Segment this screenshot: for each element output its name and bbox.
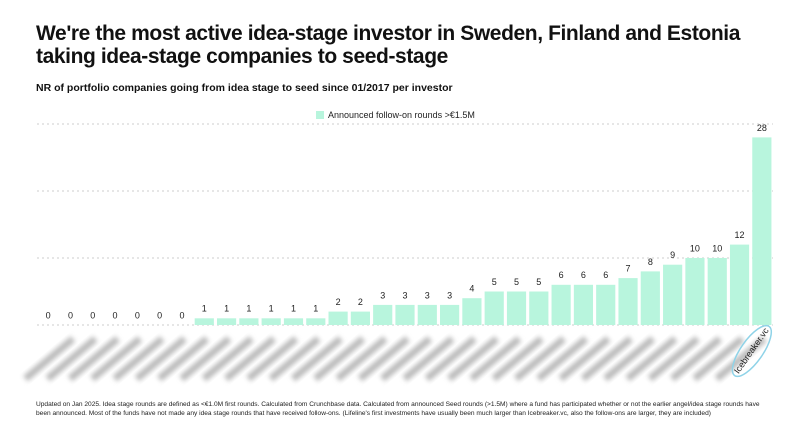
value-label: 1 [313,304,318,314]
blurred-label [536,336,589,382]
value-label: 2 [358,297,363,307]
chart-subtitle: NR of portfolio companies going from ide… [36,82,453,94]
bar [729,244,750,325]
bar [283,318,304,325]
bar [395,304,415,325]
blurred-label [246,336,299,382]
blurred-label [90,336,143,382]
blurred-label [268,336,321,382]
value-label: 0 [90,310,95,320]
blurred-label [67,336,120,382]
blurred-label [335,336,388,382]
bar [350,311,370,325]
blurred-label [446,336,499,382]
value-label: 3 [447,290,452,300]
value-label: 5 [514,277,519,287]
value-label: 1 [269,304,274,314]
bar [529,291,549,325]
value-label: 10 [712,243,722,253]
bar [216,318,237,325]
chart: Announced follow-on rounds >€1.5M 0 0 0 0 0 0 0… [23,110,773,382]
blurred-label [491,336,544,382]
legend-label: Announced follow-on rounds >€1.5M [328,110,475,120]
blurred-label [290,336,343,382]
bar [328,311,348,325]
blurred-label [357,336,410,382]
blurred-label [157,336,210,382]
footnote: Updated on Jan 2025. Idea stage rounds a… [36,401,760,417]
blurred-label [513,336,566,382]
bar [551,284,571,325]
value-label: 0 [157,310,162,320]
value-label: 7 [626,263,631,273]
bar [573,284,594,325]
blurred-label [112,336,165,382]
bar [707,258,727,325]
blurred-label [670,336,723,382]
blurred-label [313,336,366,382]
bar [506,291,527,325]
value-label: 28 [757,123,767,133]
value-label: 5 [492,277,497,287]
bar [417,304,437,325]
bar [596,284,616,325]
value-label: 1 [246,304,251,314]
value-label: 3 [402,290,407,300]
value-label: 8 [648,257,653,267]
blurred-label [23,336,76,382]
blurred-label [580,336,633,382]
blurred-label [380,336,433,382]
bar [194,318,214,325]
blurred-label [603,336,656,382]
bar [440,304,460,325]
value-label: 0 [113,310,118,320]
bar [685,258,705,325]
bar [752,137,772,325]
bar [484,291,504,325]
bar [239,318,259,325]
value-label: 4 [469,284,474,294]
blurred-label [223,336,276,382]
value-label: 3 [425,290,430,300]
bar [373,304,393,325]
value-label: 6 [603,270,608,280]
bar [306,318,326,325]
value-label: 1 [291,304,296,314]
value-label: 0 [68,310,73,320]
legend-swatch [316,111,324,119]
value-label: 0 [179,310,184,320]
blurred-label [45,336,98,382]
value-label: 1 [202,304,207,314]
value-label: 0 [46,310,51,320]
value-label: 9 [670,250,675,260]
bar [261,318,281,325]
blurred-label [625,336,678,382]
chart-title: We're the most active idea-stage investo… [36,22,740,68]
blurred-label [402,336,455,382]
blurred-label [134,336,187,382]
value-label: 0 [135,310,140,320]
bar [640,271,660,325]
value-label: 3 [380,290,385,300]
value-label: 1 [224,304,229,314]
value-label: 6 [581,270,586,280]
bar [618,278,638,325]
blurred-label [714,336,767,382]
blurred-label [201,336,254,382]
value-label: 5 [536,277,541,287]
value-label: 12 [735,230,745,240]
blurred-label [469,336,522,382]
blurred-label [179,336,232,382]
blurred-label [647,336,700,382]
label-highlight [731,324,773,378]
bar [663,264,683,325]
blurred-label [424,336,477,382]
value-label: 10 [690,243,700,253]
bar [462,298,482,325]
blurred-label [692,336,745,382]
value-label: 2 [336,297,341,307]
value-label: 6 [559,270,564,280]
blurred-label [558,336,611,382]
